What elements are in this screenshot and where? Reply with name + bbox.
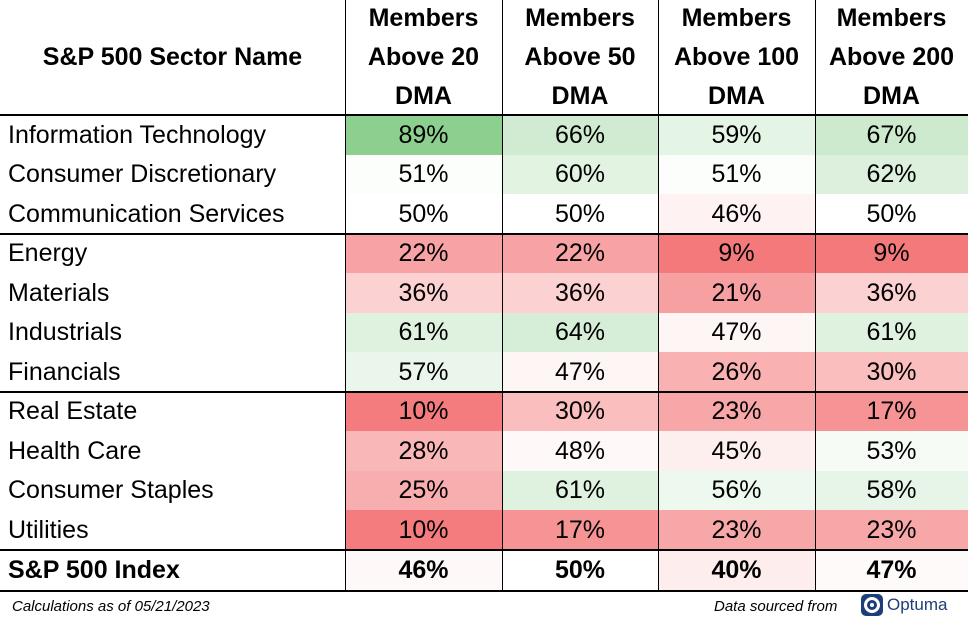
header-line: Above 20 [367, 43, 480, 71]
value-cell: 51% [658, 155, 815, 194]
value-cell: 22% [345, 234, 502, 273]
value-cell: 9% [658, 234, 815, 273]
header-sector-name: S&P 500 Sector Name [42, 43, 303, 71]
header-column-4: Members Above 200 DMA [815, 0, 968, 115]
value-cell: 47% [658, 313, 815, 352]
value-cell: 56% [658, 471, 815, 510]
column-divider [658, 0, 659, 591]
value-cell: 50% [502, 194, 658, 234]
column-divider [815, 0, 816, 591]
value-cell: 17% [502, 510, 658, 550]
sector-name: Health Care [8, 436, 142, 465]
value-cell: 10% [345, 392, 502, 431]
header-line: DMA [551, 82, 609, 110]
sector-name: Consumer Discretionary [8, 160, 277, 188]
sector-name: Financials [8, 357, 121, 386]
calculation-date-note: Calculations as of 05/21/2023 [12, 598, 210, 615]
sector-name: Consumer Staples [8, 476, 214, 504]
column-divider [502, 0, 503, 591]
sector-name: Communication Services [8, 199, 285, 228]
optuma-logo: Optuma [860, 593, 947, 617]
header-column-1: Members Above 20 DMA [345, 0, 502, 115]
sector-name: Industrials [8, 318, 122, 346]
index-value-cell: 47% [815, 550, 968, 591]
value-cell: 30% [502, 392, 658, 431]
header-line: Members [681, 4, 792, 32]
value-cell: 64% [502, 313, 658, 352]
row-group-divider [0, 233, 968, 235]
value-cell: 60% [502, 155, 658, 194]
header-line: Members [525, 4, 635, 32]
value-cell: 23% [815, 510, 968, 550]
value-cell: 25% [345, 471, 502, 510]
value-cell: 47% [502, 352, 658, 392]
row-group-divider [0, 391, 968, 393]
header-line: Members [836, 4, 947, 32]
value-cell: 61% [502, 471, 658, 510]
index-value-cell: 40% [658, 550, 815, 591]
index-value-cell: 46% [345, 550, 502, 591]
value-cell: 36% [345, 273, 502, 313]
sector-name: Materials [8, 278, 110, 307]
value-cell: 51% [345, 155, 502, 194]
value-cell: 62% [815, 155, 968, 194]
value-cell: 66% [502, 115, 658, 155]
value-cell: 22% [502, 234, 658, 273]
sector-name: Utilities [8, 515, 89, 544]
header-line: DMA [395, 82, 452, 110]
value-cell: 36% [502, 273, 658, 313]
value-cell: 23% [658, 510, 815, 550]
value-cell: 89% [345, 115, 502, 155]
header-line: DMA [708, 82, 765, 110]
value-cell: 50% [345, 194, 502, 234]
index-value-cell: 50% [502, 550, 658, 591]
value-cell: 36% [815, 273, 968, 313]
value-cell: 57% [345, 352, 502, 392]
header-column-2: Members Above 50 DMA [502, 0, 658, 115]
value-cell: 9% [815, 234, 968, 273]
value-cell: 53% [815, 431, 968, 471]
sector-name: Information Technology [8, 120, 267, 149]
column-divider [345, 0, 346, 591]
value-cell: 28% [345, 431, 502, 471]
sector-breadth-table: S&P 500 Sector Name Members Above 20 DMA Mem… [0, 0, 968, 592]
header-line: DMA [863, 82, 920, 110]
row-group-divider [0, 549, 968, 551]
value-cell: 50% [815, 194, 968, 234]
header-line: Above 100 [673, 43, 800, 71]
optuma-logo-text: Optuma [887, 595, 948, 614]
value-cell: 23% [658, 392, 815, 431]
sector-name: Real Estate [8, 397, 138, 425]
header-line: Above 200 [828, 43, 955, 71]
value-cell: 59% [658, 115, 815, 155]
value-cell: 48% [502, 431, 658, 471]
value-cell: 46% [658, 194, 815, 234]
header-line: Above 50 [524, 43, 636, 71]
header-column-3: Members Above 100 DMA [658, 0, 815, 115]
value-cell: 30% [815, 352, 968, 392]
sector-name: Energy [8, 239, 88, 267]
value-cell: 61% [815, 313, 968, 352]
value-cell: 21% [658, 273, 815, 313]
index-row-name: S&P 500 Index [8, 556, 180, 584]
value-cell: 67% [815, 115, 968, 155]
value-cell: 58% [815, 471, 968, 510]
row-group-divider [0, 590, 968, 592]
row-group-divider [0, 114, 968, 116]
value-cell: 45% [658, 431, 815, 471]
value-cell: 26% [658, 352, 815, 392]
data-source-label: Data sourced from [714, 598, 838, 615]
value-cell: 61% [345, 313, 502, 352]
header-line: Members [368, 4, 479, 32]
value-cell: 17% [815, 392, 968, 431]
optuma-logo-icon [861, 594, 883, 616]
value-cell: 10% [345, 510, 502, 550]
